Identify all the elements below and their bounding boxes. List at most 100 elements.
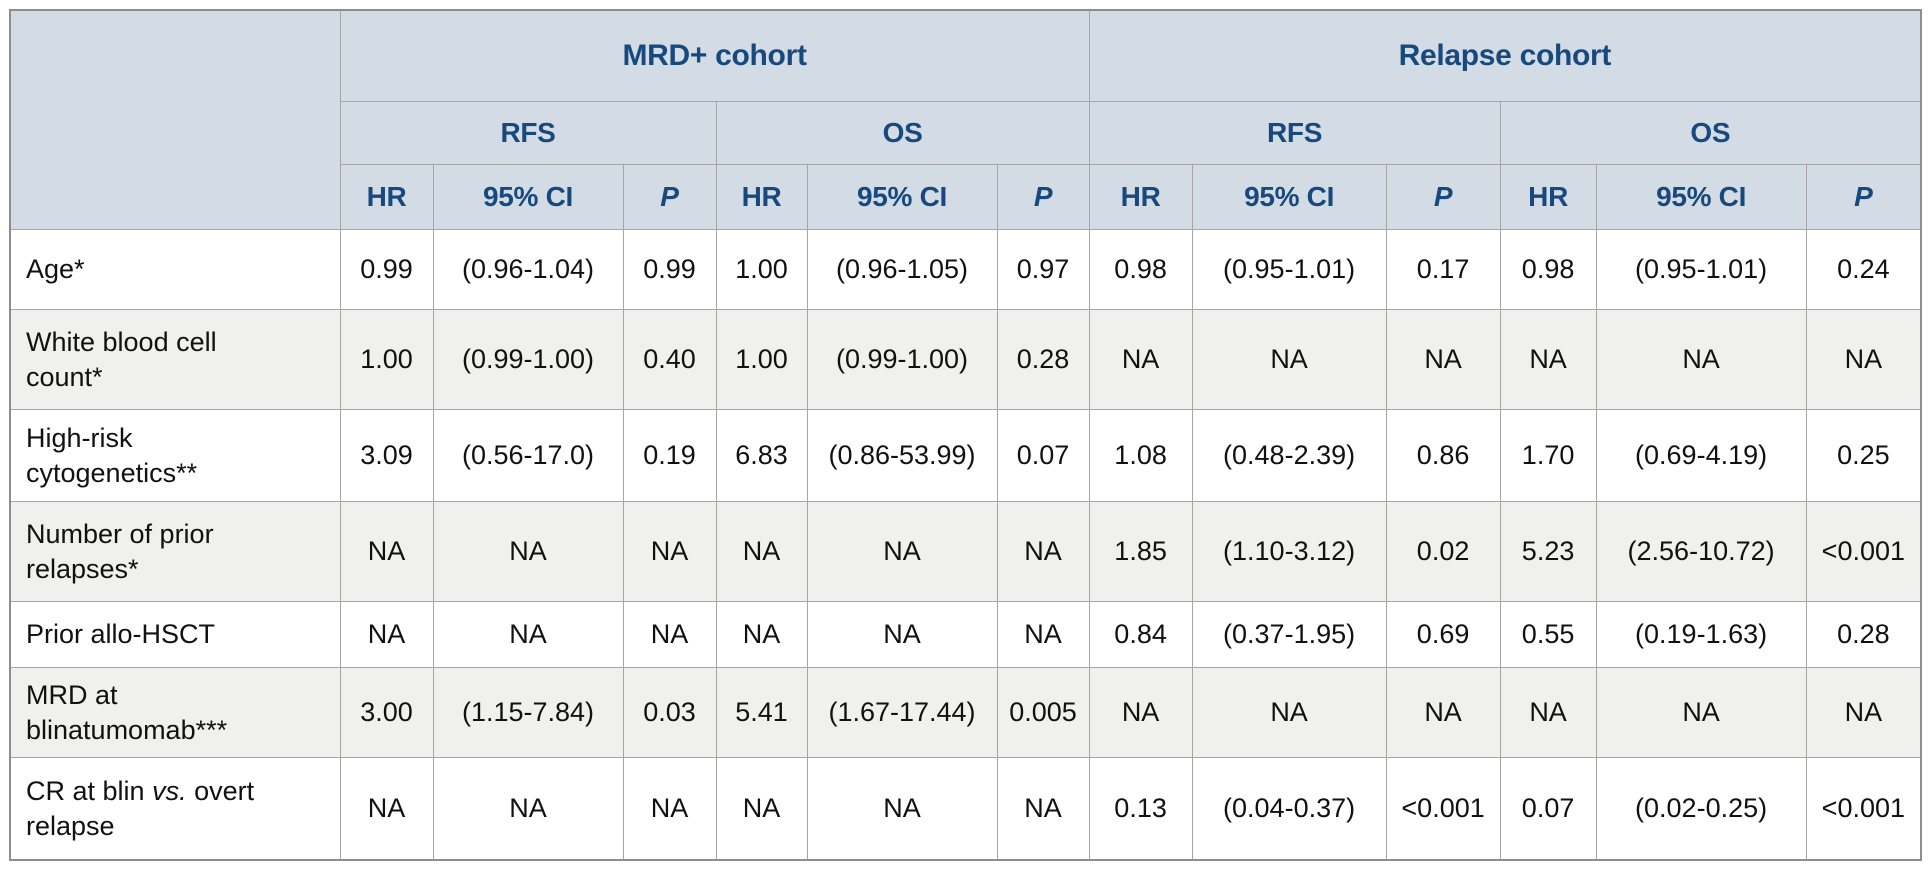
value-cell: (0.99-1.00) [432, 309, 624, 411]
value-cell: 0.24 [1805, 228, 1922, 311]
value-cell: NA [715, 757, 808, 861]
measure-header-p: P [1385, 164, 1501, 230]
value-cell: NA [339, 501, 434, 603]
value-cell: NA [432, 601, 624, 669]
measure-header-hr: HR [1499, 164, 1597, 230]
value-cell: 0.40 [622, 309, 717, 411]
value-cell: NA [1595, 667, 1807, 759]
measure-header-ci: 95% CI [1595, 164, 1807, 230]
endpoint-header-os-relapse: OS [1499, 101, 1922, 165]
value-cell: NA [432, 757, 624, 861]
value-cell: (1.67-17.44) [806, 667, 998, 759]
value-cell: 0.19 [622, 409, 717, 503]
value-cell: (0.86-53.99) [806, 409, 998, 503]
measure-header-ci: 95% CI [1191, 164, 1387, 230]
value-cell: (0.99-1.00) [806, 309, 998, 411]
row-label-text: Number of prior relapses* [26, 518, 214, 584]
value-cell: NA [996, 601, 1090, 669]
value-cell: (0.19-1.63) [1595, 601, 1807, 669]
measure-header-p: P [996, 164, 1090, 230]
row-label: White blood cell count* [9, 309, 341, 411]
value-cell: (1.15-7.84) [432, 667, 624, 759]
value-cell: NA [806, 501, 998, 603]
value-cell: NA [996, 501, 1090, 603]
row-label: Prior allo-HSCT [9, 601, 341, 669]
value-cell: NA [622, 757, 717, 861]
value-cell: 1.00 [339, 309, 434, 411]
value-cell: NA [1805, 309, 1922, 411]
table-row-prior-hsct: Prior allo-HSCT NA NA NA NA NA NA 0.84 (… [9, 601, 1922, 669]
endpoint-header-rfs-mrd: RFS [339, 101, 717, 165]
measure-header-ci: 95% CI [806, 164, 998, 230]
table-row-wbc: White blood cell count* 1.00 (0.99-1.00)… [9, 309, 1922, 411]
value-cell: NA [339, 601, 434, 669]
value-cell: (1.10-3.12) [1191, 501, 1387, 603]
value-cell: (0.96-1.05) [806, 228, 998, 311]
value-cell: 1.70 [1499, 409, 1597, 503]
value-cell: (0.02-0.25) [1595, 757, 1807, 861]
value-cell: 0.99 [622, 228, 717, 311]
row-label: MRD at blinatumomab*** [9, 667, 341, 759]
value-cell: (0.69-4.19) [1595, 409, 1807, 503]
endpoint-header-os-mrd: OS [715, 101, 1090, 165]
value-cell: 0.99 [339, 228, 434, 311]
value-cell: 5.23 [1499, 501, 1597, 603]
value-cell: NA [1805, 667, 1922, 759]
row-label: High-risk cytogenetics** [9, 409, 341, 503]
value-cell: <0.001 [1805, 501, 1922, 603]
value-cell: 0.02 [1385, 501, 1501, 603]
row-label-text: Prior allo-HSCT [26, 619, 216, 650]
measure-header-row: HR 95% CI P HR 95% CI P HR 95% CI P HR 9… [10, 164, 1922, 230]
value-cell: NA [1191, 309, 1387, 411]
table-header: MRD+ cohort Relapse cohort RFS OS RFS OS… [9, 9, 1922, 230]
row-label-italic: vs. [152, 775, 187, 806]
value-cell: 0.69 [1385, 601, 1501, 669]
value-cell: 0.84 [1088, 601, 1193, 669]
value-cell: 5.41 [715, 667, 808, 759]
cohort-header-row: MRD+ cohort Relapse cohort [9, 9, 1922, 230]
value-cell: 1.00 [715, 228, 808, 311]
value-cell: 0.98 [1088, 228, 1193, 311]
cohort-header-relapse: Relapse cohort [1088, 9, 1922, 102]
value-cell: 0.07 [996, 409, 1090, 503]
row-label: CR at blin vs. overt relapse [9, 757, 341, 861]
row-label-text: overt relapse [26, 775, 255, 841]
value-cell: 1.85 [1088, 501, 1193, 603]
value-cell: NA [1191, 667, 1387, 759]
value-cell: (0.56-17.0) [432, 409, 624, 503]
row-label-text: CR at blin [26, 775, 153, 806]
value-cell: NA [1385, 309, 1501, 411]
row-label: Number of prior relapses* [9, 501, 341, 603]
table-row-mrd-at-blinatumomab: MRD at blinatumomab*** 3.00 (1.15-7.84) … [9, 667, 1922, 759]
value-cell: <0.001 [1385, 757, 1501, 861]
measure-header-hr: HR [339, 164, 434, 230]
value-cell: (0.04-0.37) [1191, 757, 1387, 861]
hazard-ratio-table: MRD+ cohort Relapse cohort RFS OS RFS OS… [9, 9, 1923, 861]
value-cell: 0.07 [1499, 757, 1597, 861]
value-cell: 0.13 [1088, 757, 1193, 861]
cohort-header-mrd: MRD+ cohort [339, 9, 1090, 102]
measure-header-p: P [1805, 164, 1922, 230]
value-cell: NA [622, 501, 717, 603]
value-cell: 1.00 [715, 309, 808, 411]
value-cell: NA [1595, 309, 1807, 411]
measure-header-hr: HR [1088, 164, 1193, 230]
value-cell: (0.96-1.04) [432, 228, 624, 311]
value-cell: NA [1499, 309, 1597, 411]
value-cell: NA [1088, 309, 1193, 411]
value-cell: NA [432, 501, 624, 603]
value-cell: NA [1088, 667, 1193, 759]
row-label-text: High-risk cytogenetics** [26, 422, 198, 488]
value-cell: (2.56-10.72) [1595, 501, 1807, 603]
value-cell: NA [715, 501, 808, 603]
value-cell: 0.25 [1805, 409, 1922, 503]
endpoint-header-rfs-relapse: RFS [1088, 101, 1501, 165]
value-cell: (0.95-1.01) [1191, 228, 1387, 311]
measure-header-hr: HR [715, 164, 808, 230]
endpoint-header-row: RFS OS RFS OS [10, 101, 1922, 165]
value-cell: NA [1499, 667, 1597, 759]
row-label-text: MRD at blinatumomab*** [26, 679, 228, 745]
value-cell: NA [622, 601, 717, 669]
table-row-cytogenetics: High-risk cytogenetics** 3.09 (0.56-17.0… [9, 409, 1922, 503]
value-cell: 0.17 [1385, 228, 1501, 311]
